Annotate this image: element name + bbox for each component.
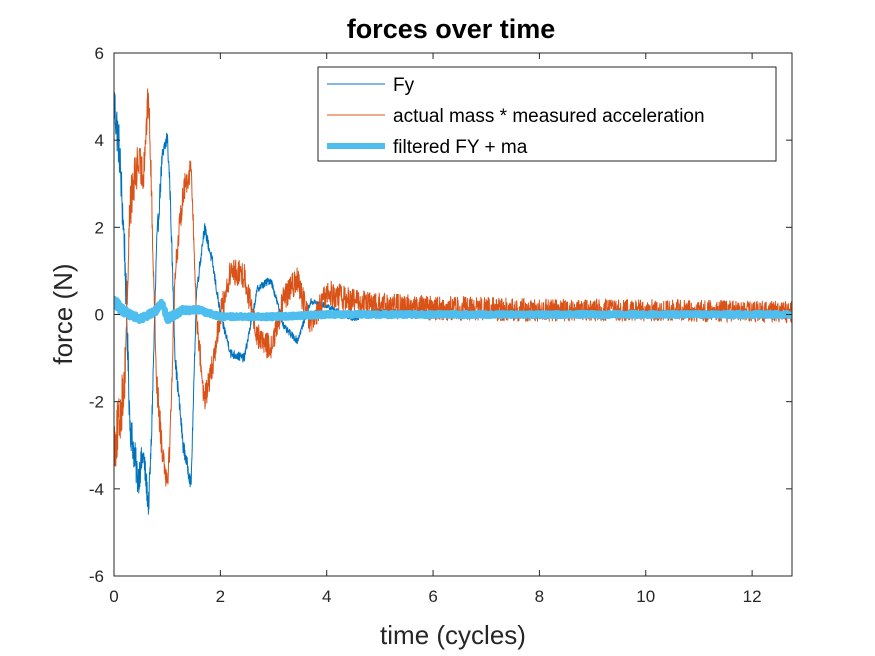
x-tick-label: 0 — [109, 587, 118, 606]
legend-label-fy: Fy — [393, 75, 415, 96]
y-tick-label: -6 — [89, 567, 104, 586]
ticks-layer: 0 2 4 6 8 10 12 -6 -4 -2 0 2 4 6 — [89, 44, 792, 606]
x-tick-label: 12 — [743, 587, 762, 606]
x-tick-label: 10 — [636, 587, 655, 606]
series-layer — [114, 88, 792, 515]
x-tick-label: 8 — [535, 587, 544, 606]
y-tick-label: 2 — [95, 218, 104, 237]
y-tick-label: 4 — [95, 131, 104, 150]
series-filtered-line — [114, 295, 792, 325]
y-tick-label: 6 — [95, 44, 104, 63]
legend-box — [317, 66, 777, 162]
legend: Fy actual mass * measured acceleration f… — [317, 66, 777, 162]
legend-label-filtered: filtered FY + ma — [393, 137, 528, 158]
x-tick-label: 2 — [216, 587, 225, 606]
y-axis-label: force (N) — [48, 263, 78, 364]
x-tick-label: 4 — [322, 587, 331, 606]
x-tick-label: 6 — [428, 587, 437, 606]
y-tick-label: -2 — [89, 393, 104, 412]
y-tick-label: -4 — [89, 480, 104, 499]
legend-label-mass-acceleration: actual mass * measured acceleration — [393, 106, 705, 127]
chart-title: forces over time — [347, 14, 556, 44]
y-tick-label: 0 — [95, 306, 104, 325]
x-axis-label: time (cycles) — [380, 620, 526, 650]
